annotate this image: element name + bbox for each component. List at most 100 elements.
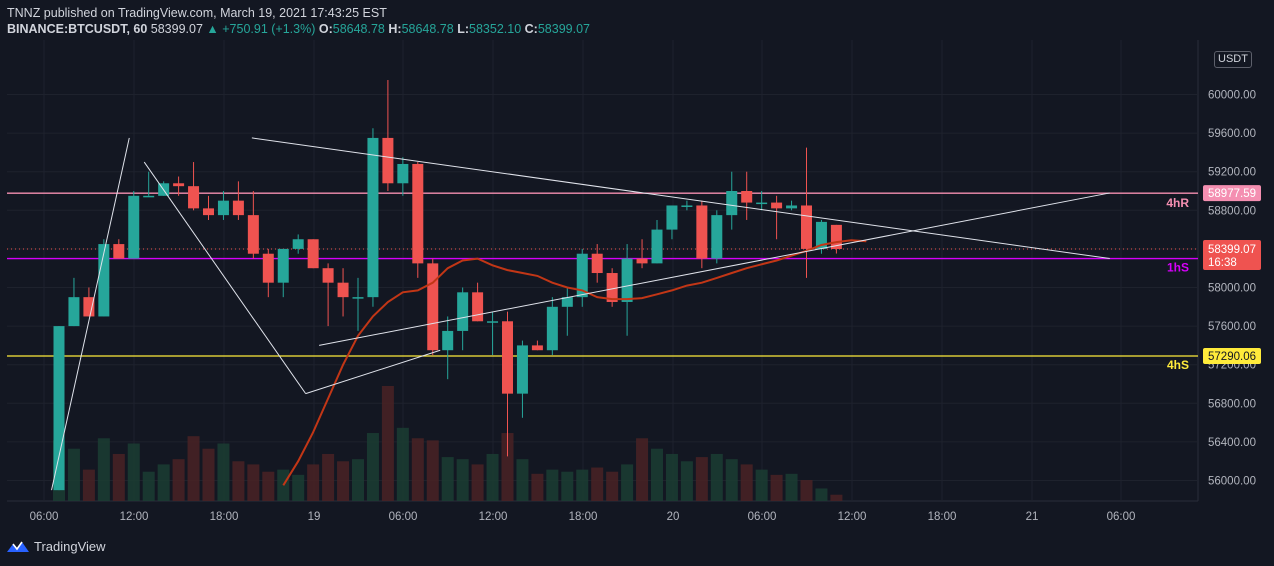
level-price-tag [1203, 185, 1261, 202]
chart-header: TNNZ published on TradingView.com, March… [7, 5, 590, 37]
candle-body [128, 195, 140, 259]
candle-body [531, 345, 543, 351]
candle-body [143, 195, 155, 198]
volume-bar [307, 464, 320, 501]
volume-bar [172, 459, 185, 501]
level-price-tag-text: 57290.06 [1208, 351, 1256, 363]
volume-bar [561, 471, 574, 501]
volume-bar [352, 459, 364, 501]
candle-body [457, 292, 469, 331]
volume-bar [82, 469, 95, 501]
volume-bar [800, 480, 813, 501]
candle-body [337, 282, 349, 298]
volume-bar [830, 494, 843, 501]
time-tick-label: 06:00 [389, 511, 418, 523]
volume-bar [770, 474, 783, 501]
time-tick-label: 21 [1026, 511, 1039, 523]
candle-body [636, 258, 648, 264]
candle-body [307, 239, 319, 269]
volume-bar [695, 457, 708, 501]
candle-body [786, 205, 798, 209]
volume-bar [142, 471, 155, 501]
candle-body [367, 137, 379, 298]
level-label: 1hS [1167, 261, 1189, 275]
price-tick-label: 59200.00 [1208, 167, 1256, 179]
time-tick-label: 06:00 [748, 511, 777, 523]
volume-bar [636, 438, 649, 501]
close-label: C: [524, 22, 538, 36]
candle-body [621, 258, 633, 302]
candle-body [352, 297, 364, 299]
volume-bar [112, 453, 125, 501]
trendline [143, 161, 307, 394]
volume-bar [396, 427, 409, 501]
candle-body [247, 215, 259, 254]
symbol-line: BINANCE:BTCUSDT, 60 58399.07 ▲ +750.91 (… [7, 21, 590, 37]
price-tick-label: 56400.00 [1208, 437, 1256, 449]
candle-body [277, 248, 289, 283]
volume-bar [262, 471, 275, 501]
candle-body [292, 239, 304, 249]
price-tick-label: 56800.00 [1208, 398, 1256, 410]
volume-bar [337, 461, 350, 501]
price-tick-label: 60000.00 [1208, 90, 1256, 102]
candle-body [651, 229, 663, 264]
currency-button[interactable]: USDT [1214, 51, 1252, 68]
candle-body [262, 253, 274, 283]
volume-bar [755, 469, 768, 501]
volume-bar [725, 459, 738, 501]
volume-bar [621, 464, 634, 501]
level-price-tag [1203, 348, 1261, 365]
volume-bar [651, 448, 663, 501]
volume-bar [710, 453, 723, 501]
volume-bar [322, 453, 335, 501]
trendline [51, 137, 130, 491]
candle-body [801, 205, 812, 249]
volume-bar [187, 436, 200, 501]
candle-body [68, 297, 80, 327]
candle-body [472, 292, 484, 322]
volume-bar [97, 438, 110, 501]
candle-body [576, 253, 588, 298]
volume-bar [67, 448, 80, 501]
candle-body [502, 321, 513, 394]
candle-body [711, 215, 723, 259]
volume-bar [247, 464, 260, 501]
volume-bar [366, 433, 379, 501]
open-value: 58648.78 [332, 22, 385, 36]
volume-bar [516, 459, 529, 501]
low-label: L: [457, 22, 470, 36]
volume-bar [277, 469, 290, 501]
volume-bar [411, 438, 424, 501]
volume-bar [441, 457, 454, 501]
moving-average-line [282, 239, 867, 486]
price-change: ▲ +750.91 (+1.3%) [206, 22, 316, 36]
volume-bar [127, 443, 140, 501]
time-tick-label: 06:00 [30, 511, 59, 523]
candle-body [397, 163, 409, 184]
candle-body [217, 200, 229, 216]
publish-info: TNNZ published on TradingView.com, March… [7, 6, 387, 20]
volume-bar [217, 443, 230, 501]
volume-bar [471, 464, 484, 501]
candle-body [756, 202, 768, 205]
last-price: 58399.07 [150, 22, 203, 36]
volume-bar [292, 474, 305, 501]
candle-body [382, 137, 394, 184]
time-tick-label: 19 [308, 511, 321, 523]
candle-body [203, 208, 214, 216]
branding-text: TradingView [34, 539, 106, 554]
volume-bar [785, 473, 798, 501]
high-value: 58648.78 [401, 22, 454, 36]
price-tick-label: 58800.00 [1208, 205, 1256, 217]
time-tick-label: 12:00 [838, 511, 867, 523]
last-price-tag-text: 58399.07 [1208, 244, 1256, 256]
time-tick-label: 18:00 [569, 511, 598, 523]
symbol-name[interactable]: BINANCE:BTCUSDT, 60 [7, 22, 148, 36]
candle-body [696, 205, 708, 259]
tradingview-branding[interactable]: TradingView [6, 539, 106, 554]
countdown-text: 16:38 [1208, 257, 1237, 269]
trendline [319, 192, 1110, 346]
candle-body [606, 273, 618, 302]
